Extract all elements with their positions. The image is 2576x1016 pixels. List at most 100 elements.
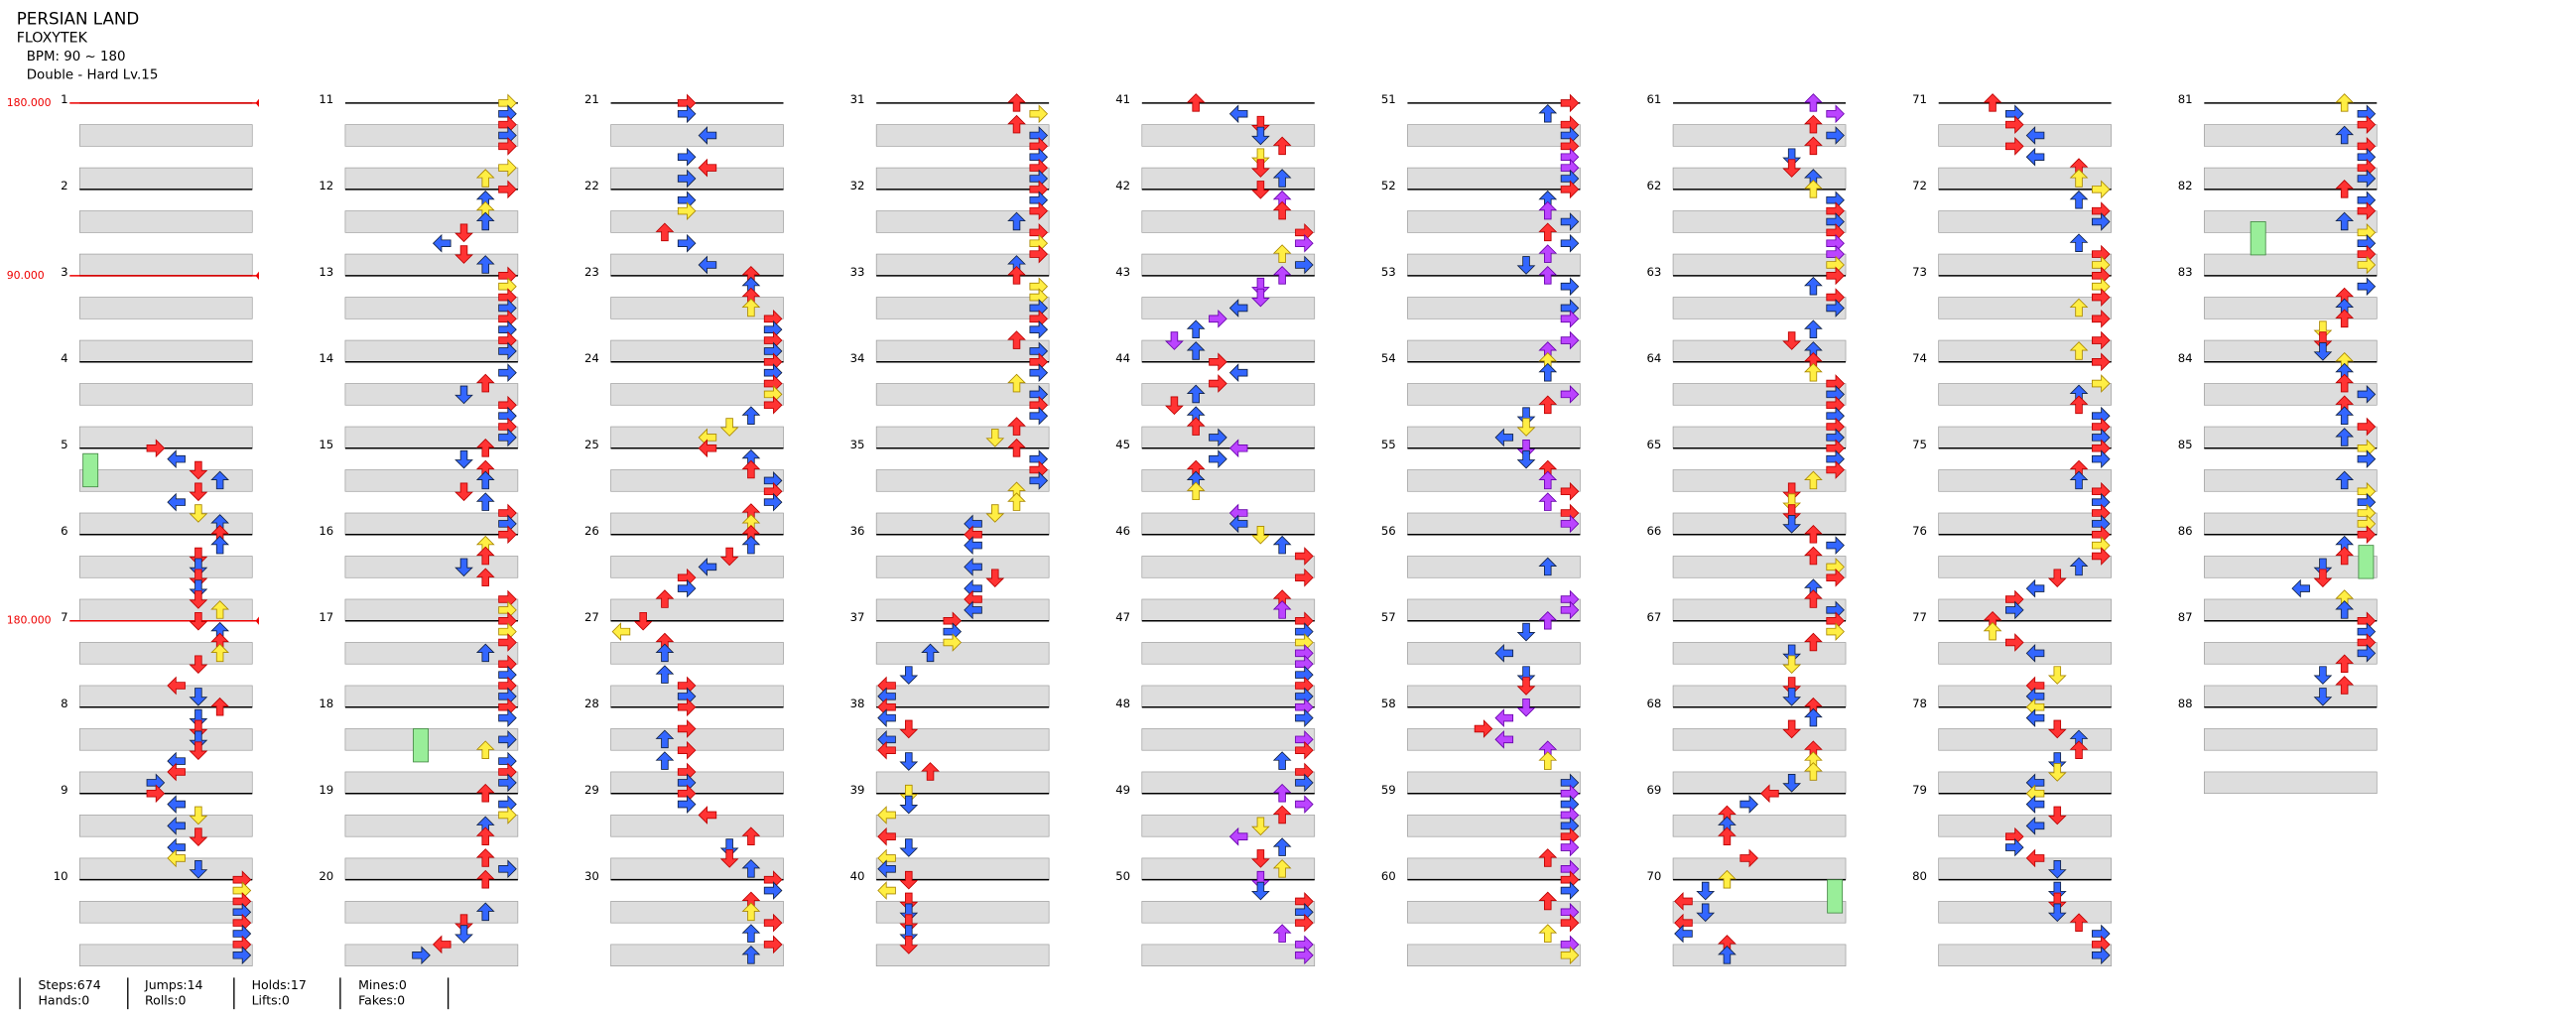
measure: 53 bbox=[1381, 265, 1581, 363]
beat-stripe bbox=[1672, 210, 1847, 233]
measure: 6 bbox=[61, 524, 253, 622]
arrow bbox=[899, 892, 919, 912]
beat-stripe bbox=[1672, 124, 1847, 147]
arrow bbox=[2069, 557, 2089, 576]
arrow bbox=[1186, 481, 1206, 501]
arrow bbox=[1560, 514, 1580, 534]
arrow bbox=[1782, 719, 1802, 739]
measure-number: 57 bbox=[1381, 610, 1396, 624]
measure-number: 18 bbox=[319, 697, 333, 710]
notes bbox=[1538, 93, 1580, 189]
beat-stripe bbox=[78, 598, 253, 622]
measure-number: 20 bbox=[319, 869, 333, 883]
measure: 21 bbox=[584, 92, 784, 190]
arrow bbox=[2335, 373, 2355, 393]
arrow bbox=[1251, 181, 1270, 199]
measure: 62 bbox=[1646, 179, 1847, 277]
beat-stripe bbox=[1407, 297, 1581, 319]
arrow bbox=[741, 902, 761, 922]
notes bbox=[877, 870, 919, 954]
measure-number: 58 bbox=[1381, 697, 1396, 710]
measure-number: 26 bbox=[584, 524, 599, 538]
arrow bbox=[2313, 342, 2333, 361]
notes bbox=[1782, 266, 1845, 360]
arrow bbox=[1782, 148, 1802, 168]
arrow bbox=[921, 762, 940, 781]
arrow bbox=[1209, 428, 1227, 447]
measure-number: 2 bbox=[61, 179, 67, 192]
arrow bbox=[763, 881, 783, 900]
beat-stripe bbox=[875, 857, 1050, 881]
arrow bbox=[454, 558, 473, 577]
bpm-change: 180.000 bbox=[7, 96, 52, 109]
measure-number: 3 bbox=[61, 265, 67, 279]
arrow bbox=[1029, 406, 1049, 426]
measure-number: 32 bbox=[850, 179, 865, 192]
notes bbox=[498, 266, 517, 361]
beat-stripe bbox=[1672, 642, 1847, 665]
arrow bbox=[167, 795, 186, 814]
arrow bbox=[2313, 666, 2333, 685]
beat-stripe bbox=[344, 124, 519, 147]
arrow bbox=[677, 740, 697, 760]
beat-stripe bbox=[1672, 598, 1847, 622]
arrow bbox=[633, 611, 653, 631]
beat-stripe bbox=[78, 124, 253, 147]
arrow bbox=[2335, 93, 2355, 112]
beat-stripe bbox=[1141, 901, 1316, 924]
arrow bbox=[1782, 644, 1802, 664]
stat: Steps:674 bbox=[38, 977, 100, 992]
notes bbox=[1782, 611, 1845, 706]
beat-stripe bbox=[344, 556, 519, 578]
arrow bbox=[1272, 535, 1292, 555]
arrow bbox=[741, 298, 761, 318]
arrow bbox=[763, 395, 783, 415]
arrow bbox=[1228, 363, 1248, 383]
measure-number: 64 bbox=[1646, 351, 1661, 365]
arrow bbox=[1295, 773, 1314, 793]
notes bbox=[1494, 610, 1558, 696]
beat-stripe bbox=[875, 383, 1050, 406]
measure: 23 bbox=[584, 265, 784, 363]
notes bbox=[2047, 881, 2111, 965]
measure: 37 bbox=[850, 610, 1050, 708]
arrow bbox=[698, 126, 717, 145]
arrow bbox=[1560, 946, 1580, 965]
arrow bbox=[454, 449, 473, 469]
measure-number: 66 bbox=[1646, 524, 1661, 538]
beat-stripe bbox=[344, 728, 519, 751]
arrow bbox=[1718, 869, 1737, 889]
notes bbox=[2025, 698, 2089, 793]
arrow bbox=[1804, 589, 1823, 608]
arrow bbox=[2091, 212, 2111, 231]
measure-number: 78 bbox=[1912, 697, 1927, 710]
bpm-marker bbox=[255, 271, 259, 281]
arrow bbox=[964, 536, 982, 556]
measure-number: 60 bbox=[1381, 869, 1396, 883]
beat-stripe bbox=[610, 771, 784, 795]
beat-stripe bbox=[78, 642, 253, 665]
arrow bbox=[1186, 384, 1206, 404]
arrow bbox=[677, 795, 697, 814]
beat-stripe bbox=[78, 857, 253, 881]
arrow bbox=[655, 222, 675, 242]
arrow bbox=[2357, 169, 2377, 189]
measure: 45 bbox=[1115, 438, 1316, 536]
arrow bbox=[2335, 211, 2355, 231]
measure: 50 bbox=[1115, 869, 1316, 966]
beat-stripe bbox=[1938, 167, 2112, 190]
beat-stripe bbox=[344, 598, 519, 622]
measure-number: 16 bbox=[319, 524, 333, 538]
notes bbox=[741, 266, 783, 361]
beat-stripe bbox=[1141, 469, 1316, 492]
arrow bbox=[2005, 136, 2024, 156]
arrow bbox=[677, 104, 697, 124]
notes bbox=[1538, 870, 1580, 965]
measure: 25 bbox=[584, 438, 784, 536]
arrow bbox=[2313, 688, 2333, 706]
arrow bbox=[899, 914, 919, 933]
beat-stripe bbox=[1407, 426, 1581, 449]
arrow bbox=[432, 935, 451, 954]
notes bbox=[1782, 93, 1845, 188]
